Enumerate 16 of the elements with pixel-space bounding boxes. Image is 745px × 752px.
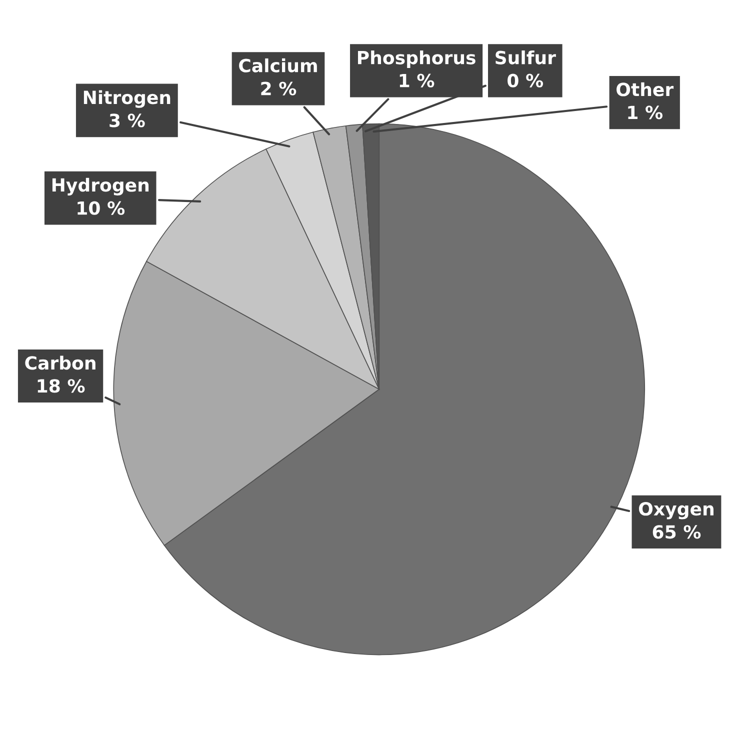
slice-label: Oxygen	[638, 502, 714, 520]
data-label: 18 %	[38, 379, 85, 393]
slice-label: Nitrogen	[84, 90, 170, 108]
data-label: 65 %	[652, 525, 701, 539]
data-label: 10 %	[78, 201, 125, 215]
data-label: 1 %	[400, 74, 434, 88]
slice-label: Other	[616, 82, 674, 96]
category-label: Sulfur	[496, 50, 556, 64]
text: 0 %	[508, 74, 544, 88]
data-label: 1 %	[628, 106, 663, 120]
slice-label: Hydrogen	[52, 178, 149, 196]
data-label: 2 %	[261, 82, 296, 96]
data-label: 3 %	[110, 114, 145, 128]
slice-label: Carbon	[25, 356, 96, 370]
slice-label: Phosphorus	[358, 50, 476, 68]
slice-label: Calcium	[239, 58, 317, 72]
